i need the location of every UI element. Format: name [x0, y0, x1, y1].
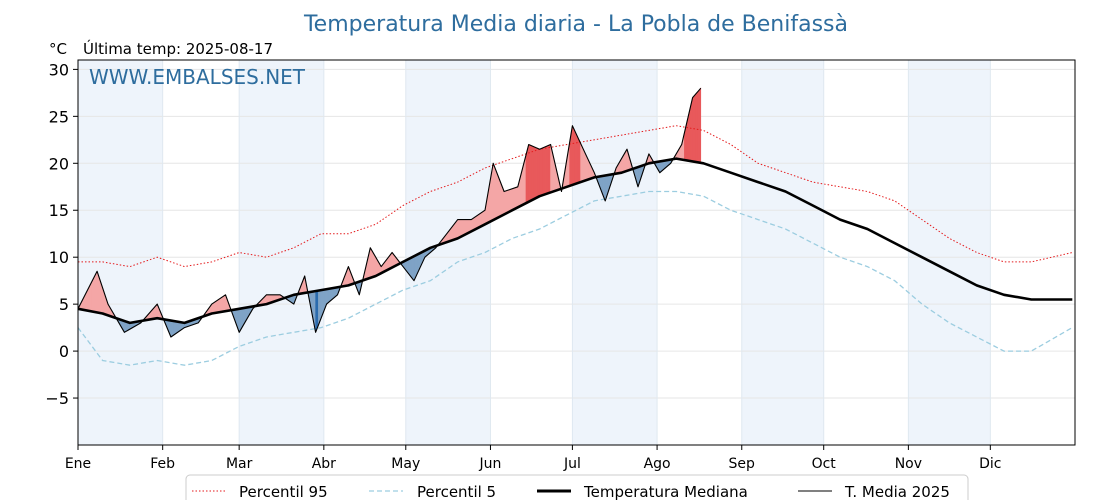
anomaly-above-fill: [542, 146, 546, 196]
legend-label-p5: Percentil 5: [417, 483, 496, 500]
y-tick-label: 15: [49, 201, 69, 220]
x-tick-label: Feb: [150, 456, 175, 472]
x-tick-label: Ago: [644, 456, 671, 472]
y-tick-label: 0: [59, 342, 69, 361]
anomaly-above-fill: [457, 219, 461, 239]
anomaly-above-fill: [512, 187, 516, 211]
anomaly-above-fill: [695, 90, 699, 163]
legend-label-current: T. Media 2025: [844, 483, 950, 500]
chart-title: Temperatura Media diaria - La Pobla de B…: [303, 12, 848, 37]
y-axis: 30 25 20 15 10 5 0 −5: [45, 60, 78, 408]
month-band: [572, 60, 658, 445]
anomaly-above-fill: [531, 145, 535, 201]
x-tick-label: Mar: [226, 456, 253, 472]
legend: Percentil 95 Percentil 5 Temperatura Med…: [185, 474, 969, 500]
x-axis: Ene Feb Mar Abr May Jun Jul Ago Sep Oct Nov Dic: [65, 445, 1002, 472]
x-tick-label: Ene: [65, 456, 91, 472]
x-tick-label: Nov: [895, 456, 922, 472]
series-line-p95: [78, 125, 1073, 268]
anomaly-above-fill: [697, 87, 702, 164]
y-tick-label: −5: [45, 389, 69, 408]
plot-background: [78, 60, 991, 445]
anomaly-above-fill: [539, 147, 543, 197]
anomaly-above-fill: [574, 131, 579, 185]
legend-label-p95: Percentil 95: [239, 483, 328, 500]
anomaly-above-fill: [509, 188, 513, 213]
anomaly-above-fill: [544, 145, 549, 195]
anomaly-below-fill: [170, 320, 174, 338]
x-tick-label: May: [391, 456, 420, 472]
legend-label-median: Temperatura Mediana: [583, 483, 748, 500]
anomaly-above-fill: [94, 271, 98, 313]
anomaly-above-fill: [536, 147, 540, 199]
x-tick-label: Jun: [479, 456, 502, 472]
y-tick-label: 30: [49, 60, 69, 79]
anomaly-above-fill: [492, 163, 497, 221]
anomaly-above-fill: [514, 186, 519, 210]
y-tick-label: 25: [49, 107, 69, 126]
plot-frame: [77, 59, 1076, 446]
y-tick-label: 10: [49, 248, 69, 267]
anomaly-above-fill: [572, 125, 576, 186]
month-band: [908, 60, 991, 445]
anomaly-above-fill: [547, 144, 551, 194]
month-band: [78, 60, 163, 445]
unit-label: °C: [49, 40, 67, 58]
x-tick-label: Jul: [563, 456, 581, 472]
anomaly-above-fill: [219, 296, 224, 313]
x-tick-label: Abr: [312, 456, 336, 472]
x-tick-label: Oct: [812, 456, 837, 472]
anomaly-above-fill: [506, 189, 510, 214]
series-lines: [77, 87, 1073, 366]
x-tick-label: Dic: [979, 456, 1001, 472]
series-line-p5: [77, 190, 1073, 366]
y-tick-label: 5: [59, 295, 69, 314]
anomaly-above-fill: [692, 93, 696, 163]
series-line-median: [77, 157, 1073, 325]
watermark: WWW.EMBALSES.NET: [89, 65, 306, 89]
anomaly-above-fill: [577, 137, 581, 184]
series-line-current: [77, 87, 702, 338]
last-temp-label: Última temp: 2025-08-17: [83, 39, 273, 58]
x-tick-label: Sep: [729, 456, 756, 472]
month-band: [741, 60, 824, 445]
legend-box: [185, 474, 969, 500]
anomaly-above-fill: [533, 146, 538, 200]
anomaly-above-fill: [222, 294, 226, 313]
anomaly-above-fill: [503, 190, 508, 215]
y-tick-label: 20: [49, 154, 69, 173]
grid-lines: [77, 60, 1075, 445]
